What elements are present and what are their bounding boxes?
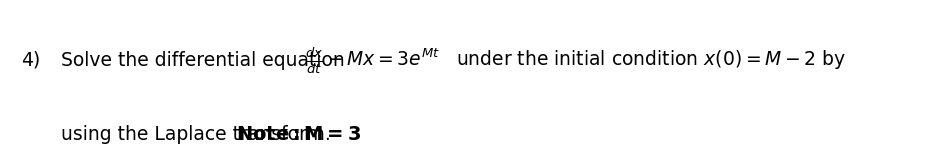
Text: $\frac{dx}{dt} - Mx = 3e^{Mt}$   under the initial condition $x(0) = M - 2$ by: $\frac{dx}{dt} - Mx = 3e^{Mt}$ under the… <box>305 45 846 76</box>
Text: $\mathbf{Note: M = 3}$: $\mathbf{Note: M = 3}$ <box>237 125 361 144</box>
Text: Solve the differential equation: Solve the differential equation <box>61 51 345 70</box>
Text: 4): 4) <box>21 51 40 70</box>
Text: using the Laplace transform.: using the Laplace transform. <box>61 125 331 144</box>
